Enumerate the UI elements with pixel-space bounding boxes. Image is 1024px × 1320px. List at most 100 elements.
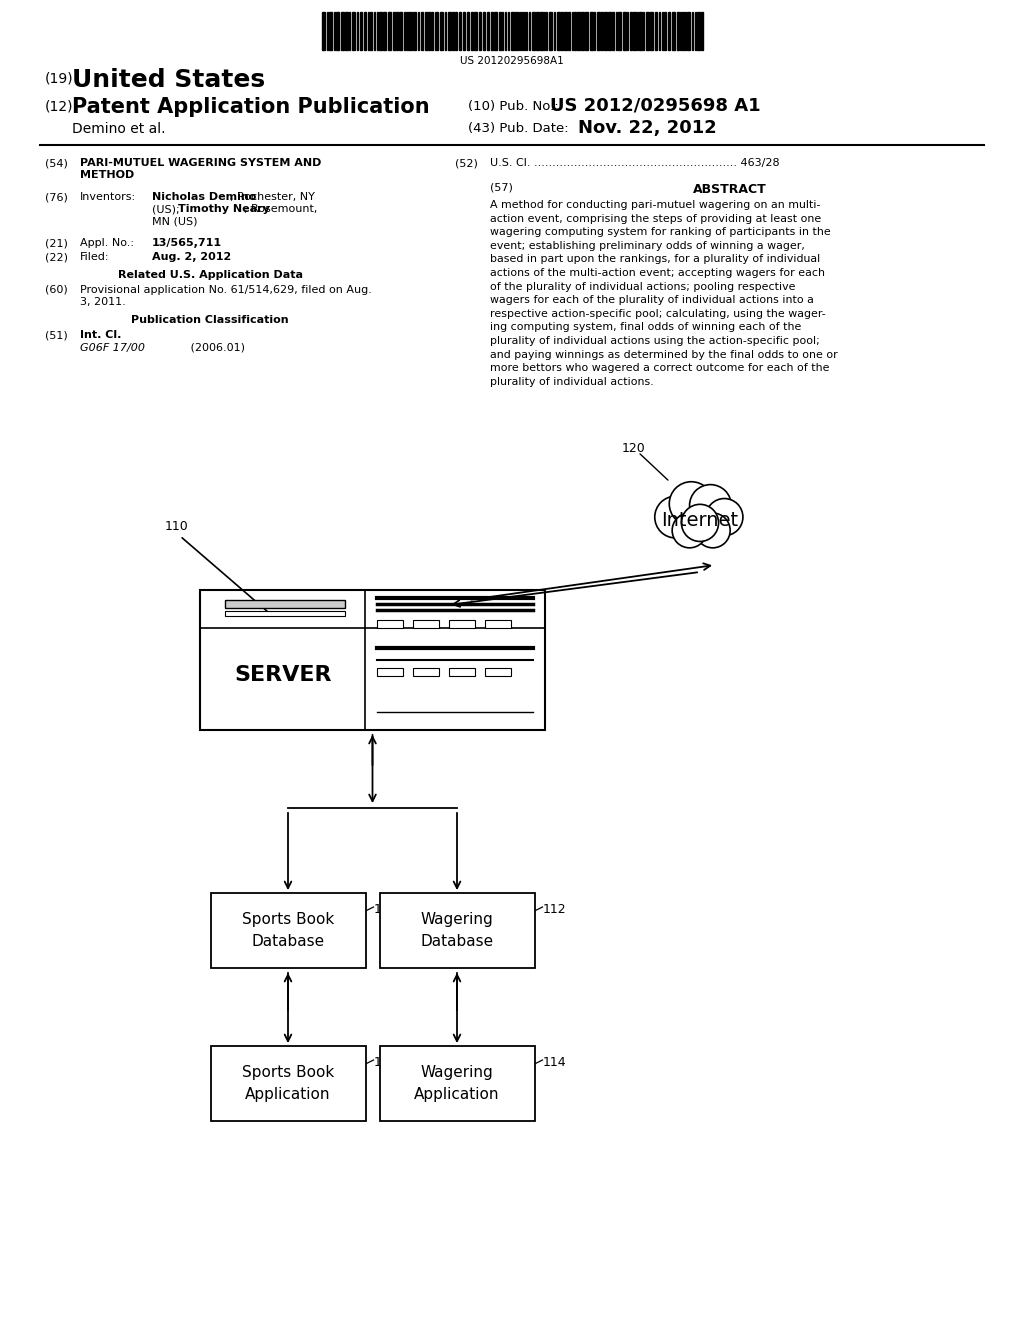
Circle shape (670, 482, 714, 525)
Text: A method for conducting pari-mutuel wagering on an multi-
action event, comprisi: A method for conducting pari-mutuel wage… (490, 201, 838, 387)
Text: (60): (60) (45, 285, 68, 294)
Text: Wagering
Application: Wagering Application (415, 1065, 500, 1102)
Bar (590, 12, 593, 50)
Circle shape (654, 496, 696, 539)
Text: Filed:: Filed: (80, 252, 110, 261)
Bar (449, 668, 475, 676)
Bar (668, 12, 670, 50)
Bar (435, 12, 438, 50)
Text: , Rosemount,: , Rosemount, (244, 205, 317, 214)
Text: Related U.S. Application Data: Related U.S. Application Data (118, 271, 302, 280)
Bar (364, 12, 366, 50)
Bar (601, 12, 603, 50)
Text: Provisional application No. 61/514,629, filed on Aug.: Provisional application No. 61/514,629, … (80, 285, 372, 294)
Bar (421, 12, 423, 50)
Text: Inventors:: Inventors: (80, 191, 136, 202)
Text: PARI-MUTUEL WAGERING SYSTEM AND: PARI-MUTUEL WAGERING SYSTEM AND (80, 158, 322, 168)
Bar (697, 12, 700, 50)
Bar (568, 12, 570, 50)
Bar (499, 12, 501, 50)
Circle shape (695, 513, 730, 548)
Bar (485, 620, 511, 628)
Text: Nicholas Demino: Nicholas Demino (152, 191, 256, 202)
Bar (428, 12, 430, 50)
Text: 112: 112 (543, 903, 566, 916)
Bar (646, 12, 649, 50)
Bar (440, 12, 443, 50)
Text: U.S. Cl. ........................................................ 463/28: U.S. Cl. ...............................… (490, 158, 779, 168)
Text: (22): (22) (45, 252, 68, 261)
Text: (43) Pub. Date:: (43) Pub. Date: (468, 121, 568, 135)
Bar (211, 1045, 366, 1121)
Bar (532, 12, 535, 50)
Bar (494, 12, 497, 50)
Text: (52): (52) (455, 158, 478, 168)
Text: Wagering
Database: Wagering Database (421, 912, 494, 949)
Text: , Rochester, NY: , Rochester, NY (230, 191, 314, 202)
Bar (463, 12, 465, 50)
Bar (561, 12, 563, 50)
Bar (623, 12, 626, 50)
Text: G06F 17/00: G06F 17/00 (80, 343, 145, 352)
Bar (650, 12, 653, 50)
Circle shape (706, 499, 743, 536)
Text: (57): (57) (490, 183, 513, 193)
Text: (54): (54) (45, 158, 68, 168)
Bar (467, 12, 469, 50)
Text: Sports Book
Application: Sports Book Application (242, 1065, 334, 1102)
Bar (360, 12, 362, 50)
Bar (383, 12, 386, 50)
Bar (677, 12, 679, 50)
Bar (452, 12, 454, 50)
Bar (345, 12, 348, 50)
Bar (618, 12, 621, 50)
Bar (655, 12, 657, 50)
Bar (687, 12, 690, 50)
Bar (630, 12, 632, 50)
Bar (577, 12, 580, 50)
Text: Nov. 22, 2012: Nov. 22, 2012 (578, 119, 717, 137)
Text: ABSTRACT: ABSTRACT (693, 183, 767, 195)
Text: Aug. 2, 2012: Aug. 2, 2012 (152, 252, 231, 261)
Text: (2006.01): (2006.01) (152, 343, 245, 352)
Text: Patent Application Publication: Patent Application Publication (72, 96, 430, 117)
Bar (581, 12, 584, 50)
Text: (76): (76) (45, 191, 68, 202)
Bar (413, 620, 439, 628)
Bar (597, 12, 600, 50)
Bar (633, 12, 636, 50)
Bar (612, 12, 614, 50)
Bar (487, 12, 489, 50)
Circle shape (681, 504, 719, 541)
Bar (574, 12, 575, 50)
Bar (585, 12, 588, 50)
Bar (449, 12, 451, 50)
Bar (211, 894, 366, 968)
Circle shape (672, 513, 707, 548)
Bar (608, 12, 611, 50)
Text: Timothy Neary: Timothy Neary (178, 205, 270, 214)
Bar (352, 12, 355, 50)
Text: (21): (21) (45, 238, 68, 248)
Bar (483, 12, 485, 50)
Bar (455, 12, 457, 50)
Bar (474, 12, 477, 50)
Bar (490, 12, 493, 50)
Text: Demino et al.: Demino et al. (72, 121, 166, 136)
Bar (425, 12, 427, 50)
Bar (511, 12, 514, 50)
Bar (393, 12, 395, 50)
Text: 13/565,711: 13/565,711 (152, 238, 222, 248)
Bar (399, 12, 402, 50)
Text: Publication Classification: Publication Classification (131, 315, 289, 325)
Text: 111: 111 (374, 903, 397, 916)
Text: Internet: Internet (662, 511, 738, 529)
Bar (396, 12, 398, 50)
Bar (682, 12, 684, 50)
Bar (664, 12, 666, 50)
Bar (672, 12, 675, 50)
Text: METHOD: METHOD (80, 170, 134, 180)
Text: 110: 110 (165, 520, 188, 533)
Bar (604, 12, 607, 50)
Bar (449, 620, 475, 628)
